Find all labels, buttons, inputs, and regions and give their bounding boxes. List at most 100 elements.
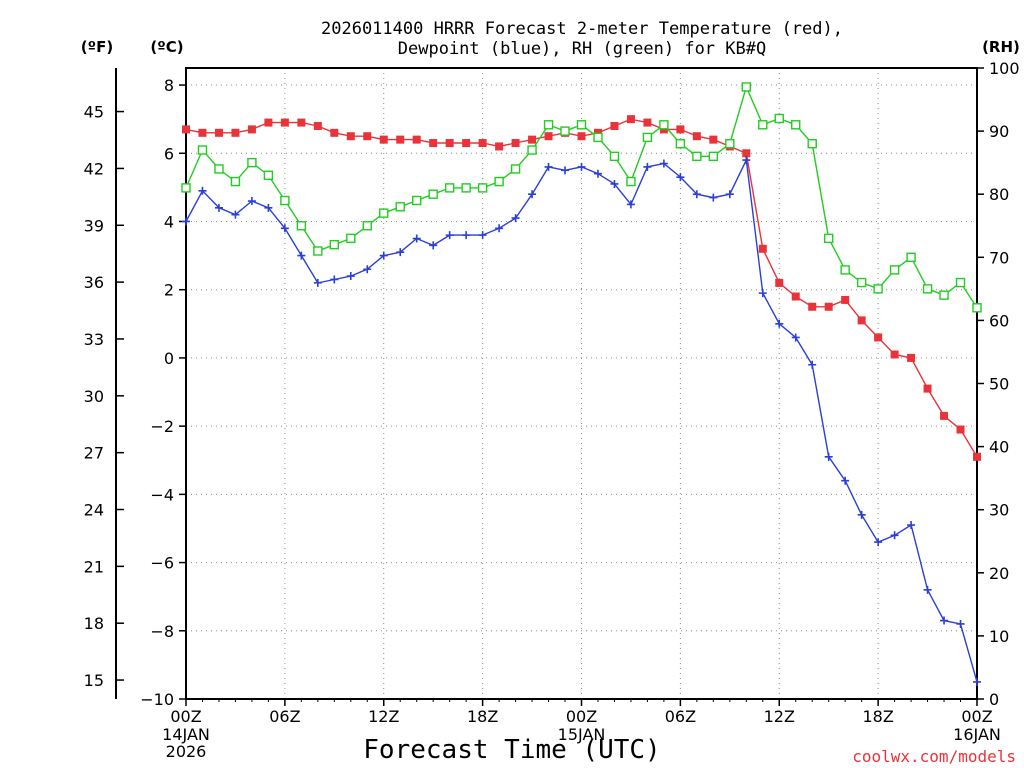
rh-unit-label: (RH) [982, 38, 1020, 56]
data-point [692, 190, 701, 199]
data-point [973, 452, 981, 461]
rh-tick-label: 30 [989, 501, 1009, 520]
plot-frame [185, 67, 978, 700]
data-point [824, 302, 833, 311]
data-point [214, 203, 223, 212]
data-point [725, 139, 735, 149]
data-point [313, 278, 322, 287]
data-point [280, 195, 290, 206]
data-point [429, 139, 438, 148]
data-point [593, 132, 603, 143]
data-point [824, 452, 833, 461]
data-point [230, 176, 241, 187]
data-point [297, 251, 306, 260]
rh-tick-label: 100 [989, 59, 1020, 78]
data-point [626, 176, 636, 187]
x-tick-date-label: 14JAN [162, 725, 210, 744]
data-point [577, 132, 586, 141]
data-point [296, 221, 307, 231]
x-tick-label: 18Z [467, 707, 498, 726]
x-tick-date-label: 16JAN [953, 725, 1001, 744]
data-point [231, 128, 240, 137]
data-point [280, 224, 289, 233]
f-tick-label: 24 [84, 501, 104, 520]
data-point [610, 121, 619, 130]
data-point [775, 278, 784, 287]
data-point [576, 120, 587, 130]
series-layer [181, 82, 982, 686]
data-point [643, 162, 652, 171]
data-point [890, 531, 899, 540]
data-point [182, 217, 190, 226]
data-point [379, 135, 388, 144]
rh-tick-label: 40 [989, 438, 1009, 457]
data-point [560, 126, 570, 136]
data-point [412, 234, 421, 243]
fahrenheit-unit-label: (ºF) [81, 38, 113, 56]
f-tick-label: 39 [84, 216, 104, 235]
data-point [692, 151, 702, 162]
data-point [478, 139, 487, 148]
data-point [659, 159, 668, 168]
data-point [874, 538, 883, 547]
data-point [396, 248, 405, 257]
c-tick-label: −4 [150, 485, 174, 504]
data-point [807, 139, 817, 149]
data-point [708, 151, 719, 162]
data-point [676, 125, 685, 134]
data-point [214, 128, 223, 137]
f-tick-label: 18 [84, 614, 104, 633]
data-point [840, 265, 850, 275]
data-point [609, 151, 620, 162]
x-tick-label: 06Z [665, 707, 696, 726]
data-point [444, 183, 455, 193]
data-point [346, 272, 355, 281]
data-point [610, 179, 619, 188]
data-point [395, 202, 405, 212]
c-tick-label: 8 [164, 76, 174, 95]
data-point [972, 303, 982, 313]
data-point [445, 231, 454, 240]
data-point [379, 208, 389, 218]
data-point [461, 183, 471, 193]
series-relative-humidity [181, 82, 982, 313]
data-point [857, 510, 866, 519]
data-point [462, 231, 471, 240]
c-tick-label: 2 [164, 281, 174, 300]
rh-tick-label: 10 [989, 627, 1009, 646]
data-point [791, 333, 800, 342]
data-point [198, 128, 207, 137]
f-tick-label: 33 [84, 330, 104, 349]
chart-title-line2: Dewpoint (blue), RH (green) for KB#Q [398, 39, 766, 59]
rh-tick-label: 50 [989, 375, 1009, 394]
data-point [956, 425, 965, 434]
data-point [808, 360, 817, 369]
data-point [676, 173, 685, 182]
data-point [725, 190, 734, 199]
data-point [857, 316, 866, 325]
data-point [642, 132, 653, 143]
data-point [758, 120, 768, 130]
data-point [543, 120, 554, 130]
data-point [263, 170, 274, 180]
data-point [412, 195, 422, 206]
data-point [890, 350, 899, 359]
c-tick-label: −8 [150, 622, 174, 641]
data-point [544, 132, 553, 141]
data-point [247, 197, 256, 206]
data-point [692, 132, 701, 141]
data-point [626, 115, 635, 124]
c-tick-label: −6 [150, 554, 174, 573]
data-point [577, 162, 586, 171]
x-tick-label: 06Z [269, 707, 300, 726]
c-tick-label: 4 [164, 212, 174, 231]
data-point [659, 120, 669, 130]
data-point [412, 135, 421, 144]
data-point [873, 284, 883, 294]
data-point [956, 619, 965, 628]
data-point [511, 214, 520, 223]
f-tick-label: 27 [84, 444, 104, 463]
data-point [445, 139, 454, 148]
c-tick-label: 6 [164, 144, 174, 163]
